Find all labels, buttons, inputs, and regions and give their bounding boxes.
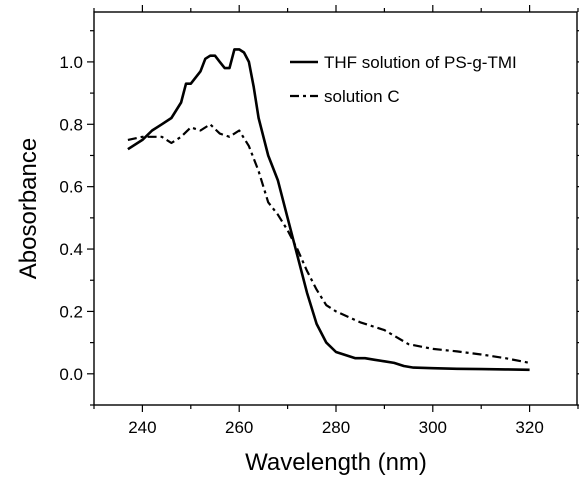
y-tick-label: 1.0 xyxy=(59,53,83,72)
x-tick-label: 320 xyxy=(515,418,543,437)
x-tick-label: 300 xyxy=(419,418,447,437)
legend-label-1: THF solution of PS-g-TMI xyxy=(324,53,517,72)
legend: THF solution of PS-g-TMI solution C xyxy=(290,53,517,106)
y-tick-label: 0.2 xyxy=(59,302,83,321)
x-axis-title: Wavelength (nm) xyxy=(245,449,427,476)
x-tick-label: 280 xyxy=(322,418,350,437)
y-tick-label: 0.8 xyxy=(59,115,83,134)
y-tick-label: 0.0 xyxy=(59,365,83,384)
y-axis-title: Abosorbance xyxy=(15,138,42,279)
legend-label-2: solution C xyxy=(324,87,400,106)
series-line-2 xyxy=(128,124,530,363)
x-tick-label: 240 xyxy=(128,418,156,437)
x-tick-label: 260 xyxy=(225,418,253,437)
y-tick-label: 0.6 xyxy=(59,178,83,197)
y-tick-label: 0.4 xyxy=(59,240,83,259)
y-axis-ticks: 0.0 0.2 0.4 0.6 0.8 1.0 xyxy=(59,31,579,405)
